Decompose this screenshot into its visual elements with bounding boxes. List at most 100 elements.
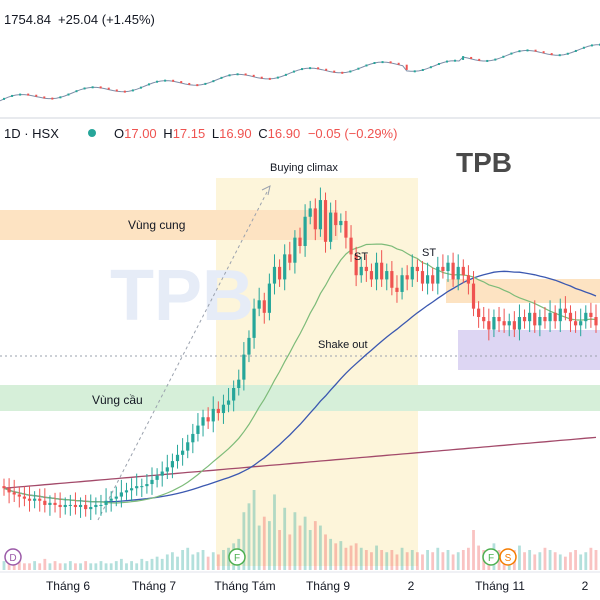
- index-candle: [566, 52, 569, 55]
- candle-body: [181, 450, 185, 455]
- index-candle: [413, 70, 416, 73]
- volume-bar: [594, 550, 598, 570]
- volume-bar: [548, 550, 552, 570]
- candle-body: [349, 237, 353, 255]
- marker-s: S: [505, 553, 512, 564]
- candle-body: [579, 321, 583, 326]
- candle-body: [63, 504, 67, 508]
- index-candle: [147, 83, 150, 86]
- candle-body: [313, 208, 317, 230]
- volume-bar: [58, 563, 62, 570]
- event-markers[interactable]: D F F S: [4, 548, 517, 566]
- candle-body: [84, 504, 88, 510]
- candle-body: [145, 484, 149, 487]
- candle-body: [191, 433, 195, 443]
- volume-bar: [38, 563, 42, 570]
- x-tick-0: Tháng 6: [46, 579, 90, 593]
- candle-body: [400, 275, 404, 292]
- candle-body: [584, 312, 588, 322]
- volume-bar: [114, 561, 118, 570]
- volume-bar: [94, 563, 98, 570]
- ohlc-legend: 1D · HSX O17.00 H17.15 L16.90 C16.90 −0.…: [4, 126, 397, 141]
- buying-climax-zone: [216, 178, 418, 566]
- index-candle: [542, 51, 545, 54]
- marker-f-circle-2: [482, 548, 500, 566]
- candle-body: [298, 237, 302, 246]
- candle-body: [558, 308, 562, 322]
- volume-bar: [380, 550, 384, 570]
- candle-body: [339, 220, 343, 226]
- volume-bar: [196, 552, 200, 570]
- index-candle: [212, 80, 215, 83]
- index-candle: [3, 97, 6, 100]
- candle-body: [380, 262, 384, 280]
- index-candle: [172, 79, 175, 82]
- candle-body: [293, 237, 297, 263]
- candle-body: [104, 500, 108, 505]
- candle-body: [226, 400, 231, 405]
- volume-bar: [33, 561, 37, 570]
- volume-bar: [467, 547, 470, 570]
- volume-bar: [12, 563, 16, 570]
- volume-bar: [472, 530, 475, 570]
- volume-bar: [273, 494, 276, 570]
- annotation-shake-out: Shake out: [318, 339, 368, 351]
- volume-bar: [160, 558, 164, 570]
- volume-bar: [456, 552, 460, 570]
- volume-bar: [119, 558, 123, 570]
- index-candle: [309, 67, 312, 70]
- candle-body: [589, 312, 593, 317]
- index-candle: [228, 74, 231, 77]
- x-tick-4: 2: [408, 579, 415, 593]
- candle-body: [364, 266, 368, 272]
- volume-bar: [257, 525, 261, 570]
- volume-bar: [461, 550, 465, 570]
- candle-body: [395, 287, 399, 292]
- index-candle: [397, 62, 400, 65]
- symbol-title: TPB: [456, 147, 512, 178]
- index-candle: [292, 70, 295, 73]
- volume-bar: [2, 561, 6, 570]
- index-candle: [236, 73, 239, 76]
- candle-body: [410, 266, 414, 280]
- volume-bar: [176, 556, 179, 570]
- x-tick-1: Tháng 7: [132, 579, 176, 593]
- index-candle: [494, 58, 497, 61]
- candle-body: [242, 354, 246, 380]
- candle-body: [568, 312, 573, 322]
- index-candle: [333, 70, 336, 73]
- market-status-dot: [88, 129, 96, 137]
- candle-body: [7, 488, 11, 493]
- marker-d-circle: [4, 548, 22, 566]
- candle-body: [522, 317, 527, 322]
- index-candle: [131, 89, 134, 92]
- index-candle: [437, 62, 440, 65]
- index-candle: [164, 79, 167, 82]
- candle-body: [53, 502, 57, 505]
- x-tick-6: 2: [582, 579, 589, 593]
- volume-bar: [186, 547, 190, 570]
- index-candle: [590, 44, 593, 47]
- ma-fast-line: [3, 243, 597, 504]
- candle-body: [38, 498, 42, 501]
- volume-bar: [278, 530, 281, 570]
- index-candle: [405, 64, 408, 70]
- index-candle: [550, 53, 553, 56]
- index-candle: [558, 54, 561, 57]
- candle-body: [482, 317, 486, 322]
- candle-body: [477, 308, 481, 317]
- candle-body: [420, 271, 425, 284]
- candle-body: [48, 502, 52, 505]
- annotation-st-1: ST: [354, 251, 368, 263]
- candle-body: [446, 262, 450, 272]
- ma-slow-line: [3, 436, 597, 489]
- volume-bar: [283, 507, 287, 570]
- index-change: +25.04 (+1.45%): [58, 12, 155, 27]
- index-candle: [325, 68, 328, 71]
- index-line: [0, 44, 600, 102]
- index-candle: [574, 49, 577, 52]
- supply-zone: [0, 210, 338, 240]
- index-candle: [180, 81, 183, 84]
- index-candle: [381, 61, 384, 64]
